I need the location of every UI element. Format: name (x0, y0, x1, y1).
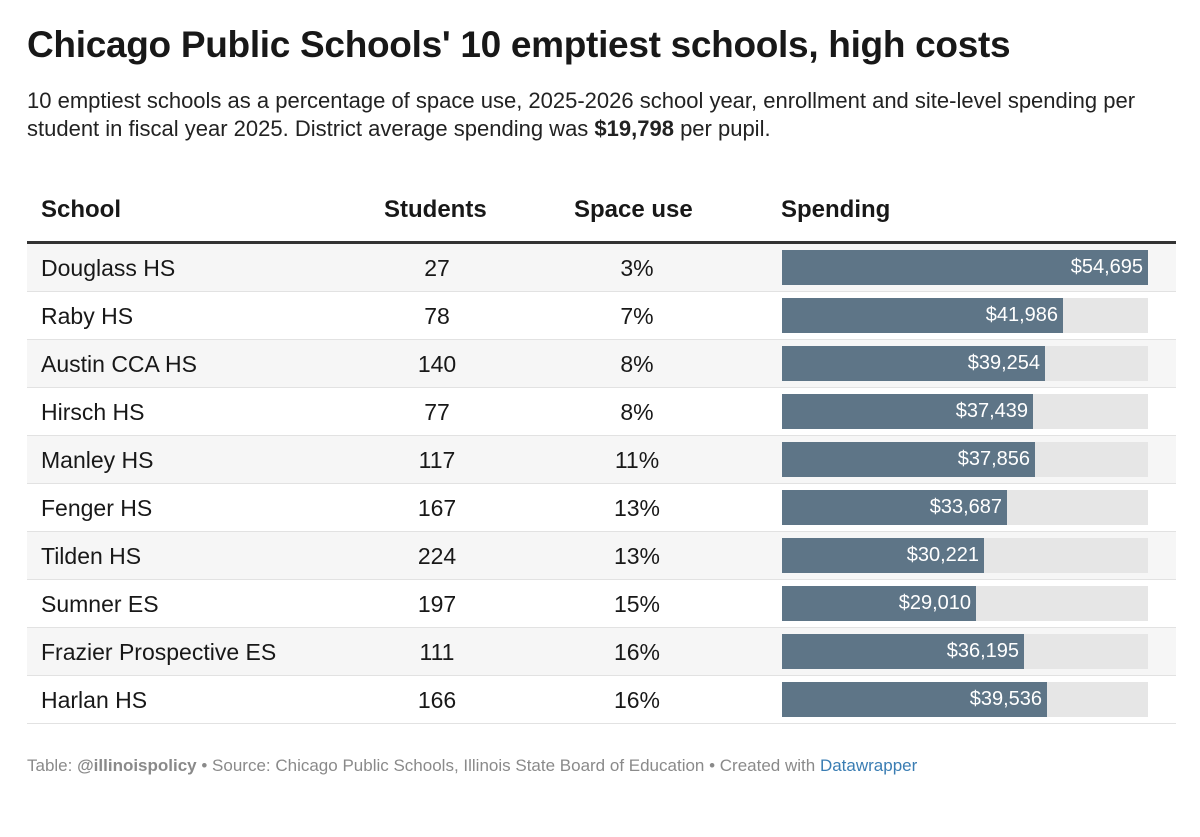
spending-bar: $39,254 (782, 346, 1045, 381)
chart-description: 10 emptiest schools as a percentage of s… (27, 87, 1177, 143)
school-name: Tilden HS (41, 543, 142, 569)
spending-bar-track: $36,195 (782, 634, 1148, 669)
students-value: 224 (417, 543, 457, 569)
spending-bar-track: $54,695 (782, 250, 1148, 285)
space-use-value: 13% (613, 495, 661, 521)
space-use-value: 15% (613, 591, 661, 617)
students-value: 197 (417, 591, 457, 617)
footer-handle: @illinoispolicy (77, 756, 197, 775)
spending-bar: $29,010 (782, 586, 976, 621)
space-use-value: 8% (620, 399, 654, 425)
students-value: 166 (417, 687, 457, 713)
table-row: Frazier Prospective ES 111 16% $36,195 (27, 628, 1176, 676)
students-value: 78 (424, 303, 450, 329)
space-use-value: 13% (613, 543, 661, 569)
spending-bar: $33,687 (782, 490, 1007, 525)
students-value: 27 (424, 255, 450, 281)
spending-label: $54,695 (1070, 256, 1143, 278)
spending-label: $29,010 (898, 592, 971, 614)
spending-bar: $37,856 (782, 442, 1035, 477)
chart-title: Chicago Public Schools' 10 emptiest scho… (27, 24, 1011, 65)
spending-label: $37,439 (955, 400, 1028, 422)
district-average-value: $19,798 (594, 116, 674, 141)
spending-bar: $39,536 (782, 682, 1047, 717)
spending-bar: $41,986 (782, 298, 1063, 333)
spending-bar-track: $41,986 (782, 298, 1148, 333)
table-header: School Students Space use Spending (27, 186, 1176, 244)
spending-label: $30,221 (906, 544, 979, 566)
spending-bar: $54,695 (782, 250, 1148, 285)
column-header-spending: Spending (781, 196, 891, 223)
school-name: Sumner ES (41, 591, 159, 617)
table-row: Raby HS 78 7% $41,986 (27, 292, 1176, 340)
space-use-value: 11% (614, 447, 660, 473)
students-value: 167 (417, 495, 457, 521)
school-name: Douglass HS (41, 255, 176, 281)
space-use-value: 3% (620, 255, 654, 281)
spending-label: $33,687 (929, 496, 1002, 518)
space-use-value: 16% (613, 639, 661, 665)
column-header-students: Students (384, 196, 487, 223)
school-name: Frazier Prospective ES (41, 639, 277, 665)
school-name: Manley HS (41, 447, 154, 473)
table-row: Hirsch HS 77 8% $37,439 (27, 388, 1176, 436)
school-name: Fenger HS (41, 495, 153, 521)
spending-bar-track: $30,221 (782, 538, 1148, 573)
spending-bar-track: $39,536 (782, 682, 1148, 717)
space-use-value: 16% (613, 687, 661, 713)
spending-bar-track: $33,687 (782, 490, 1148, 525)
table-row: Harlan HS 166 16% $39,536 (27, 676, 1176, 724)
spending-label: $39,536 (969, 688, 1042, 710)
table-row: Tilden HS 224 13% $30,221 (27, 532, 1176, 580)
spending-label: $36,195 (946, 640, 1019, 662)
table-row: Douglass HS 27 3% $54,695 (27, 244, 1176, 292)
footer-table-prefix: Table: (27, 756, 78, 775)
students-value: 77 (424, 399, 450, 425)
school-name: Harlan HS (41, 687, 148, 713)
spending-bar-track: $29,010 (782, 586, 1148, 621)
students-value: 140 (417, 351, 457, 377)
spending-bar-track: $39,254 (782, 346, 1148, 381)
students-value: 111 (419, 639, 455, 665)
students-value: 117 (418, 447, 456, 473)
school-name: Austin CCA HS (41, 351, 197, 377)
spending-label: $41,986 (985, 304, 1058, 326)
datawrapper-link[interactable]: Datawrapper (819, 756, 918, 775)
table-row: Austin CCA HS 140 8% $39,254 (27, 340, 1176, 388)
table-row: Sumner ES 197 15% $29,010 (27, 580, 1176, 628)
data-table: School Students Space use Spending Dougl… (27, 186, 1176, 724)
table-row: Manley HS 117 11% $37,856 (27, 436, 1176, 484)
spending-bar: $30,221 (782, 538, 984, 573)
school-name: Raby HS (41, 303, 134, 329)
column-header-space-use: Space use (574, 196, 693, 223)
space-use-value: 7% (620, 303, 654, 329)
spending-label: $39,254 (967, 352, 1040, 374)
chart-footer: Table: @illinoispolicy • Source: Chicago… (27, 756, 917, 776)
space-use-value: 8% (620, 351, 654, 377)
spending-bar-track: $37,856 (782, 442, 1148, 477)
description-text-end: per pupil. (673, 116, 771, 141)
spending-label: $37,856 (957, 448, 1030, 470)
table-row: Fenger HS 167 13% $33,687 (27, 484, 1176, 532)
description-text: 10 emptiest schools as a percentage of s… (27, 88, 1136, 141)
table-body: Douglass HS 27 3% $54,695 Raby HS 78 7% $41,986… (27, 244, 1176, 724)
school-name: Hirsch HS (41, 399, 145, 425)
spending-bar: $37,439 (782, 394, 1033, 429)
footer-source: • Source: Chicago Public Schools, Illino… (196, 756, 820, 775)
spending-bar-track: $37,439 (782, 394, 1148, 429)
spending-bar: $36,195 (782, 634, 1024, 669)
column-header-school: School (41, 196, 122, 223)
